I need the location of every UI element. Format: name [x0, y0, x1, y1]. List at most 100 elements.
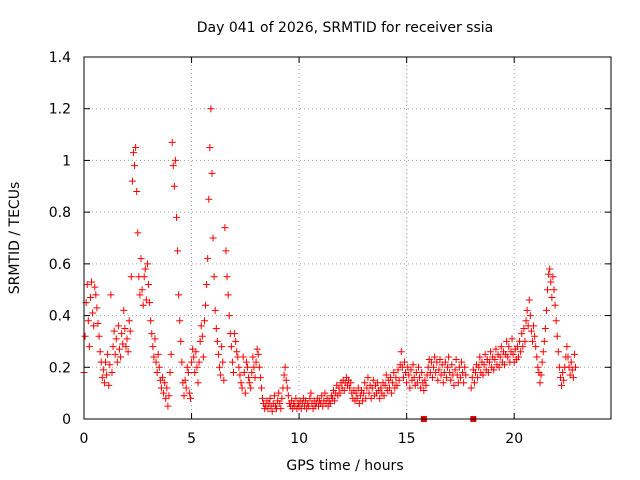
data-point — [276, 399, 284, 407]
data-point — [476, 353, 484, 361]
data-point — [564, 353, 572, 361]
data-point — [192, 348, 200, 356]
data-point — [559, 368, 567, 376]
y-tick-label: 0 — [62, 412, 71, 428]
data-point — [233, 348, 241, 356]
data-point — [232, 337, 240, 345]
data-point — [180, 392, 188, 400]
data-point — [522, 317, 530, 325]
data-point — [530, 322, 538, 330]
data-point — [91, 283, 99, 291]
data-point — [92, 291, 100, 299]
data-point — [436, 356, 444, 364]
data-point — [241, 389, 249, 397]
data-point — [480, 361, 488, 369]
data-point — [550, 286, 558, 294]
y-tick-label: 1.4 — [49, 50, 71, 66]
data-point — [381, 381, 389, 389]
data-point — [229, 368, 237, 376]
data-point — [352, 389, 360, 397]
data-point — [225, 312, 233, 320]
data-point — [401, 358, 409, 366]
data-point — [124, 348, 132, 356]
data-point — [534, 363, 542, 371]
data-point — [539, 348, 547, 356]
data-point — [431, 353, 439, 361]
data-point — [461, 363, 469, 371]
data-point — [336, 389, 344, 397]
data-point — [223, 273, 231, 281]
data-point — [238, 384, 246, 392]
data-point — [503, 337, 511, 345]
data-point — [283, 384, 291, 392]
data-point — [228, 358, 236, 366]
data-point — [458, 358, 466, 366]
data-point — [220, 376, 228, 384]
data-point — [519, 343, 527, 351]
data-point — [235, 363, 243, 371]
data-point — [239, 353, 247, 361]
data-point — [532, 343, 540, 351]
data-point — [81, 332, 89, 340]
data-point — [175, 291, 183, 299]
data-point — [218, 343, 226, 351]
data-point — [380, 392, 388, 400]
data-point — [347, 379, 355, 387]
data-point — [256, 374, 264, 382]
data-point — [563, 343, 571, 351]
data-point — [481, 350, 489, 358]
data-point — [199, 353, 207, 361]
data-point — [194, 379, 202, 387]
data-point — [214, 350, 222, 358]
data-point — [361, 379, 369, 387]
data-point — [184, 368, 192, 376]
data-point — [125, 317, 133, 325]
data-point — [115, 345, 123, 353]
data-point — [572, 363, 580, 371]
data-point — [523, 306, 531, 314]
data-point — [467, 384, 475, 392]
data-point — [172, 213, 180, 221]
data-point — [217, 371, 225, 379]
data-point — [209, 234, 217, 242]
plot-area-frame — [83, 56, 612, 420]
y-tick-label: 0.4 — [49, 309, 71, 325]
data-point — [108, 368, 116, 376]
data-point — [111, 350, 119, 358]
data-point — [145, 281, 153, 289]
data-point — [462, 371, 470, 379]
data-point — [369, 376, 377, 384]
y-tick-label: 1 — [62, 153, 71, 169]
data-point — [98, 374, 106, 382]
data-point — [549, 273, 557, 281]
data-point — [326, 399, 334, 407]
data-point — [90, 322, 98, 330]
data-point — [406, 384, 414, 392]
data-point — [540, 337, 548, 345]
data-point — [485, 358, 493, 366]
data-point — [536, 379, 544, 387]
data-point — [177, 337, 185, 345]
data-point — [143, 260, 151, 268]
data-point — [434, 376, 442, 384]
data-point — [492, 345, 500, 353]
data-point — [388, 389, 396, 397]
data-point — [165, 392, 173, 400]
data-point — [122, 343, 130, 351]
data-point — [227, 343, 235, 351]
data-point — [270, 392, 278, 400]
data-point — [501, 361, 509, 369]
data-point — [445, 353, 453, 361]
data-point — [166, 368, 174, 376]
data-point — [89, 309, 97, 317]
data-point — [460, 379, 468, 387]
data-point — [132, 144, 140, 151]
data-point — [545, 270, 553, 278]
data-point — [521, 337, 529, 345]
data-point — [164, 402, 172, 410]
data-point — [346, 384, 354, 392]
data-point — [331, 397, 339, 405]
data-point — [420, 387, 428, 395]
data-point — [204, 255, 212, 263]
data-point — [517, 348, 525, 356]
